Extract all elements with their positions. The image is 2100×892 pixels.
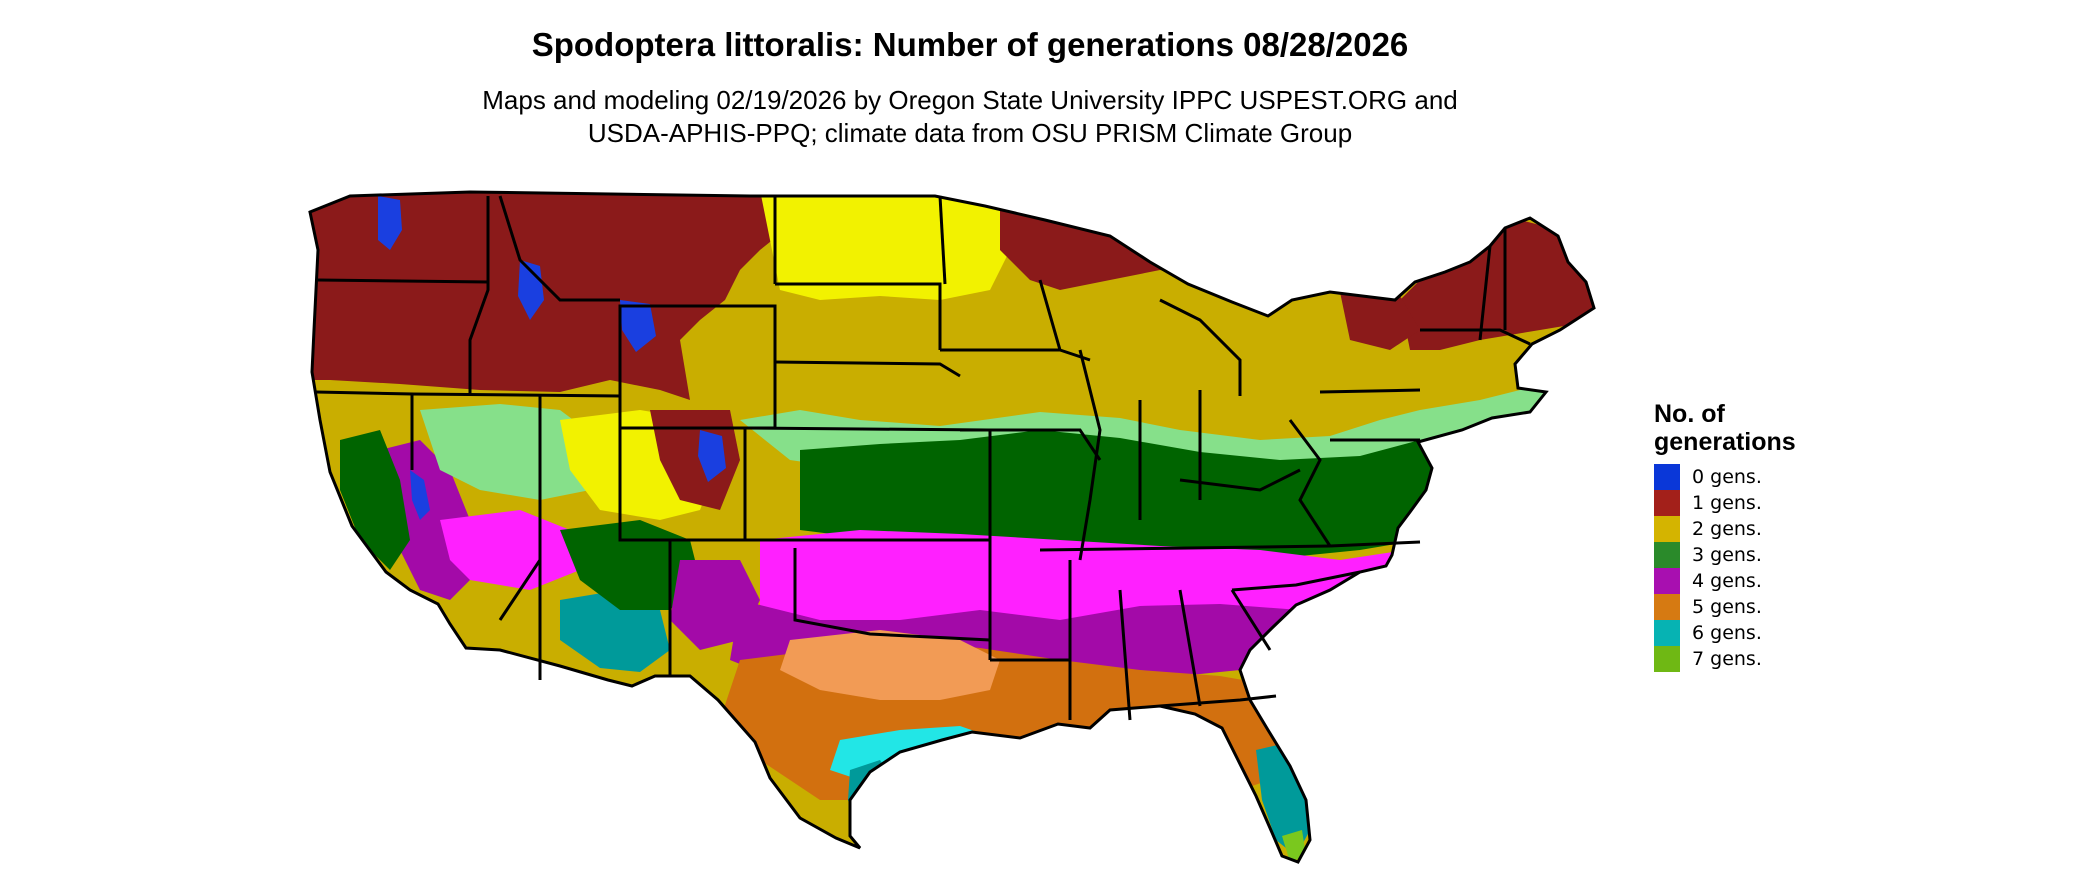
legend-title-line-1: No. of	[1654, 400, 1725, 428]
border-wv	[1288, 419, 1332, 547]
legend-swatch-1	[1654, 490, 1680, 516]
legend-swatch-6	[1654, 620, 1680, 646]
legend-item-1: 1 gens.	[1654, 490, 1954, 516]
border-wa-id	[468, 196, 490, 394]
zone-six-arizona	[560, 590, 670, 672]
zone-zero-wyoming	[620, 300, 656, 352]
legend-label-6: 6 gens.	[1692, 622, 1762, 644]
border-mn-wi	[1038, 279, 1091, 362]
border-ms-al	[1118, 589, 1132, 721]
legend-item-3: 3 gens.	[1654, 542, 1954, 568]
border-ut-co	[618, 428, 670, 542]
border-ny-vt	[1478, 245, 1492, 341]
map-subtitle: Maps and modeling 02/19/2026 by Oregon S…	[0, 84, 1940, 150]
border-ga-fl	[1159, 694, 1277, 708]
legend-label-3: 3 gens.	[1692, 544, 1762, 566]
us-outline	[308, 190, 1596, 864]
legend-label-2: 2 gens.	[1692, 518, 1762, 540]
legend: No. of generations 0 gens. 1 gens. 2 gen…	[1654, 400, 1954, 672]
legend-label-1: 1 gens.	[1692, 492, 1762, 514]
legend-item-7: 7 gens.	[1654, 646, 1954, 672]
legend-item-2: 2 gens.	[1654, 516, 1954, 542]
subtitle-line-1: Maps and modeling 02/19/2026 by Oregon S…	[482, 85, 1458, 115]
zone-seven-south-florida	[1282, 830, 1306, 862]
border-al-ga	[1178, 589, 1202, 707]
zone-three-light-nevada	[420, 404, 600, 500]
border-ga-sc	[1230, 589, 1272, 651]
legend-item-6: 6 gens.	[1654, 620, 1954, 646]
zone-one-west	[310, 192, 790, 400]
border-wa-or	[317, 278, 489, 284]
border-ok-tx	[793, 548, 991, 642]
legend-swatch-2	[1654, 516, 1680, 542]
legend-swatch-3	[1654, 542, 1680, 568]
zone-zero-idaho	[518, 260, 544, 320]
border-id-mt	[498, 195, 620, 302]
subtitle-line-2: USDA-APHIS-PPQ; climate data from OSU PR…	[587, 118, 1353, 148]
zone-zero-wa	[378, 196, 402, 250]
border-north-plains	[775, 282, 942, 350]
border-nc-sc	[1231, 570, 1361, 592]
zone-three-nm	[560, 520, 700, 610]
map-title: Spodoptera littoralis: Number of generat…	[531, 26, 1409, 63]
legend-swatch-7	[1654, 646, 1680, 672]
border-pa-ny	[1319, 388, 1421, 394]
zone-three-california	[340, 430, 410, 570]
border-oh-ky	[1179, 468, 1301, 492]
border-wy	[618, 304, 777, 430]
legend-swatch-0	[1654, 464, 1680, 490]
zone-two-light-plains	[760, 192, 1020, 300]
border-tn-ky	[1039, 544, 1331, 552]
border-ne-states	[1420, 328, 1531, 346]
legend-title-line-2: generations	[1654, 428, 1796, 456]
border-nd-mn	[938, 195, 947, 285]
border-ne-ks	[744, 426, 989, 432]
legend-item-0: 0 gens.	[1654, 464, 1954, 490]
border-mi	[1159, 298, 1242, 396]
generation-zones	[310, 192, 1594, 862]
zone-four-nm	[670, 560, 760, 650]
state-borders	[308, 190, 1596, 864]
legend-label-5: 5 gens.	[1692, 596, 1762, 618]
legend-swatch-4	[1654, 568, 1680, 594]
zone-one-appalachia	[1340, 292, 1420, 350]
border-sd-ne	[774, 360, 961, 378]
zone-four-light-swest	[440, 510, 580, 590]
legend-items: 0 gens. 1 gens. 2 gens. 3 gens. 4 gens. …	[1654, 464, 1954, 672]
legend-title: No. of generations	[1654, 400, 1954, 456]
legend-item-4: 4 gens.	[1654, 568, 1954, 594]
legend-item-5: 5 gens.	[1654, 594, 1954, 620]
zone-zero-sierra	[410, 470, 430, 520]
zone-five-light-texas	[780, 630, 1000, 700]
border-va-nc	[1329, 540, 1421, 548]
legend-label-7: 7 gens.	[1692, 648, 1762, 670]
zone-zero-colorado	[698, 430, 726, 482]
zone-one-upper-midwest	[1000, 192, 1250, 290]
us-generations-map	[308, 190, 1596, 864]
border-ia-il	[1078, 349, 1102, 561]
zone-seven-south-texas	[860, 812, 884, 848]
border-ia-mo	[960, 428, 1102, 461]
legend-swatch-5	[1654, 594, 1680, 620]
legend-label-0: 0 gens.	[1692, 466, 1762, 488]
zone-one-northeast	[1400, 220, 1594, 350]
border-id-nv	[411, 392, 621, 398]
legend-label-4: 4 gens.	[1692, 570, 1762, 592]
